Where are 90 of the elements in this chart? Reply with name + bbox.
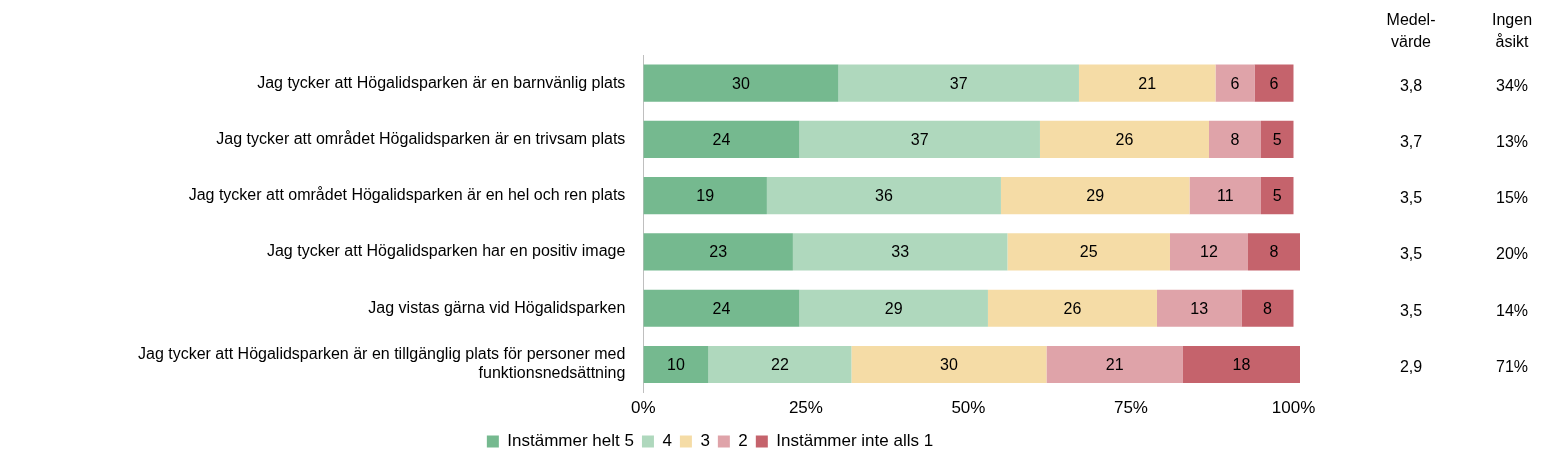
bar (851, 345, 1047, 384)
data-label: 29 (1086, 187, 1105, 205)
bar (1241, 289, 1294, 327)
data-label: 29 (884, 299, 903, 317)
y-tick-label: Jag tycker att området Högalidsparken är en hel och ren plats (188, 186, 626, 204)
bar (766, 177, 1001, 215)
y-tick-label: Jag tycker att Högalidsparken har en positiv image (266, 242, 626, 260)
bar (643, 345, 709, 384)
data-label: 12 (1200, 243, 1218, 261)
data-label: 30 (940, 355, 958, 373)
legend-label: 2 (738, 431, 748, 451)
text: 13% (1495, 132, 1529, 150)
bar (643, 64, 839, 102)
text: 3,5 (1399, 189, 1423, 207)
data-label: 6 (1269, 74, 1279, 92)
text: 20% (1495, 245, 1529, 263)
data-label: 18 (1232, 355, 1251, 373)
data-label: 24 (712, 130, 731, 148)
bar (1039, 120, 1209, 158)
data-label: 19 (696, 187, 715, 205)
y-tick-label: Jag tycker att Högalidsparken är en barnvänlig plats (257, 73, 626, 91)
text: 15% (1495, 189, 1529, 207)
data-label: 8 (1269, 243, 1279, 261)
x-tick-label: 75% (1113, 398, 1148, 418)
data-label: 6 (1230, 74, 1240, 92)
data-label: 25 (1079, 243, 1098, 261)
data-label: 5 (1272, 130, 1282, 148)
legend-label: Instämmer helt 5 (507, 431, 634, 451)
bar (1247, 233, 1300, 271)
bar (1000, 177, 1190, 215)
data-label: 10 (666, 355, 685, 373)
bar (1189, 177, 1261, 215)
bar (799, 120, 1040, 158)
text: 2,9 (1399, 357, 1423, 375)
text: 71% (1495, 357, 1529, 375)
bar (792, 233, 1008, 271)
data-label: 26 (1063, 299, 1082, 317)
data-label: 33 (891, 243, 910, 261)
x-tick-label: 25% (788, 398, 823, 418)
legend-label: Instämmer inte alls 1 (776, 431, 934, 451)
text: 3,5 (1399, 245, 1423, 263)
bar (1078, 64, 1216, 102)
text: 3,5 (1399, 301, 1423, 319)
data-label: 30 (731, 74, 750, 92)
bar (1182, 345, 1300, 384)
data-label: 37 (949, 74, 968, 92)
bar (1156, 289, 1242, 327)
y-tick-label: Jag vistas gärna vid Högalidsparken (368, 298, 626, 316)
data-label: 24 (712, 299, 731, 317)
bar (643, 177, 767, 215)
bar (1215, 64, 1255, 102)
bar (1260, 177, 1294, 215)
data-label: 11 (1216, 187, 1234, 205)
bar (643, 233, 793, 271)
bar (1254, 64, 1294, 102)
data-label: 21 (1105, 355, 1124, 373)
data-label: 36 (875, 187, 893, 205)
data-label: 5 (1272, 187, 1282, 205)
data-label: 23 (709, 243, 728, 261)
y-tick-label: Jag tycker att Högalidsparken är en tillgänglig plats för personer med funktionsnedsättning (137, 345, 626, 382)
text: 34% (1495, 76, 1529, 94)
legend-label: 3 (700, 431, 710, 451)
data-label: 21 (1138, 74, 1157, 92)
bar (1208, 120, 1261, 158)
bar (1046, 345, 1183, 384)
bar (643, 120, 800, 158)
bar (1169, 233, 1248, 271)
x-tick-label: 50% (951, 398, 986, 418)
bar (799, 289, 988, 327)
bar (643, 289, 800, 327)
data-label: 26 (1115, 130, 1134, 148)
bar (1007, 233, 1170, 271)
bar (987, 289, 1157, 327)
bar (1260, 120, 1294, 158)
data-label: 8 (1230, 130, 1240, 148)
legend-label: 4 (662, 431, 672, 451)
data-label: 13 (1190, 299, 1209, 317)
text: Medel- värde (1386, 11, 1436, 51)
x-tick-label: 0% (631, 398, 656, 418)
data-label: 22 (771, 355, 789, 373)
bar (708, 345, 852, 384)
bar (838, 64, 1079, 102)
text: Ingen åsikt (1491, 11, 1533, 51)
data-label: 37 (910, 130, 929, 148)
x-tick-label: 100% (1271, 398, 1316, 418)
text: 3,8 (1399, 76, 1423, 94)
text: 3,7 (1399, 132, 1423, 150)
data-label: 8 (1263, 299, 1273, 317)
y-tick-label: Jag tycker att området Högalidsparken är en trivsam plats (216, 129, 626, 147)
text: 14% (1495, 301, 1529, 319)
